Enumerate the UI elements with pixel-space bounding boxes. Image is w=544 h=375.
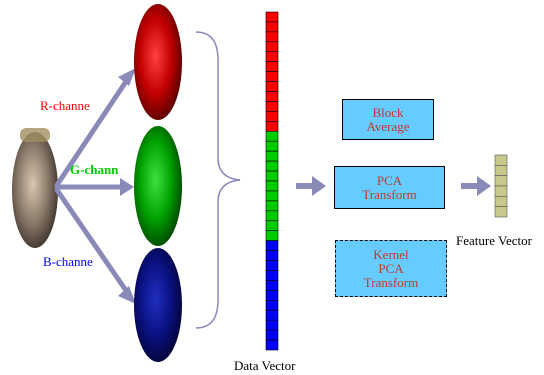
pca-transform-box: PCA Transform [334, 166, 445, 209]
data-vector-cell [265, 319, 279, 331]
data-vector-cell [265, 290, 279, 301]
feature-vector-cell [494, 165, 508, 176]
red-channel-image [134, 4, 182, 120]
vector-to-transform-arrow [296, 176, 326, 196]
green-channel-image [134, 126, 182, 246]
source-beetle-image [12, 132, 58, 248]
r-channel-label: R-channe [40, 98, 90, 113]
data-vector-cell [265, 329, 279, 341]
feature-vector-cell [494, 185, 508, 197]
data-vector-cell [265, 61, 279, 72]
feature-vector-cell [494, 154, 508, 166]
block-average-box: Block Average [342, 99, 434, 140]
data-vector-cell [265, 170, 279, 182]
data-vector-cell [265, 250, 279, 261]
arrowhead-g [120, 178, 134, 196]
feature-vector-caption: Feature Vector [456, 233, 532, 248]
kernel-pca-transform-box: Kernel PCA Transform [335, 240, 447, 297]
blue-channel-image [134, 248, 182, 362]
data-vector-cell [265, 190, 279, 202]
feature-vector-cell [494, 175, 508, 187]
feature-vector [494, 154, 508, 218]
data-vector-caption: Data Vector [234, 358, 296, 373]
data-vector-cell [265, 21, 279, 33]
data-vector-cell [265, 51, 279, 62]
pca-transform-label: PCA Transform [362, 172, 417, 202]
source-beetle-head [20, 128, 50, 142]
data-vector-cell [265, 180, 279, 192]
channel-split-arrows [54, 77, 130, 295]
data-vector-cell [265, 230, 279, 241]
data-vector-cell [265, 160, 279, 172]
transform-to-feature-arrow [461, 176, 491, 196]
feature-vector-cell [494, 196, 508, 207]
data-vector-cell [265, 140, 279, 152]
data-vector [265, 11, 279, 351]
feature-vector-cell [494, 206, 508, 218]
block-average-label: Block Average [366, 104, 410, 134]
data-vector-cell [265, 111, 279, 122]
arrowhead-b [118, 286, 136, 304]
kernel-pca-transform-label: Kernel PCA Transform [363, 246, 419, 290]
data-vector-cell [265, 41, 279, 53]
data-vector-cell [265, 101, 279, 112]
arrowhead-r [118, 68, 136, 86]
data-vector-cell [265, 71, 279, 82]
data-vector-cell [265, 270, 279, 281]
data-vector-cell [265, 220, 279, 231]
data-vector-cell [265, 11, 279, 23]
data-vector-cell [265, 200, 279, 212]
data-vector-cell [265, 150, 279, 162]
data-vector-cell [265, 121, 279, 132]
data-vector-cell [265, 240, 279, 251]
data-vector-cell [265, 81, 279, 92]
data-vector-cell [265, 280, 279, 291]
data-vector-cell [265, 130, 279, 142]
channel-arrowheads [118, 68, 136, 304]
grouping-brace [195, 31, 241, 329]
data-vector-cell [265, 210, 279, 222]
data-vector-cell [265, 91, 279, 102]
data-vector-cell [265, 309, 279, 321]
g-channel-label: G-chann [70, 162, 119, 177]
data-vector-cell [265, 299, 279, 311]
data-vector-cell [265, 260, 279, 271]
data-vector-cell [265, 339, 279, 351]
b-channel-label: B-channe [43, 254, 93, 269]
data-vector-cell [265, 31, 279, 43]
